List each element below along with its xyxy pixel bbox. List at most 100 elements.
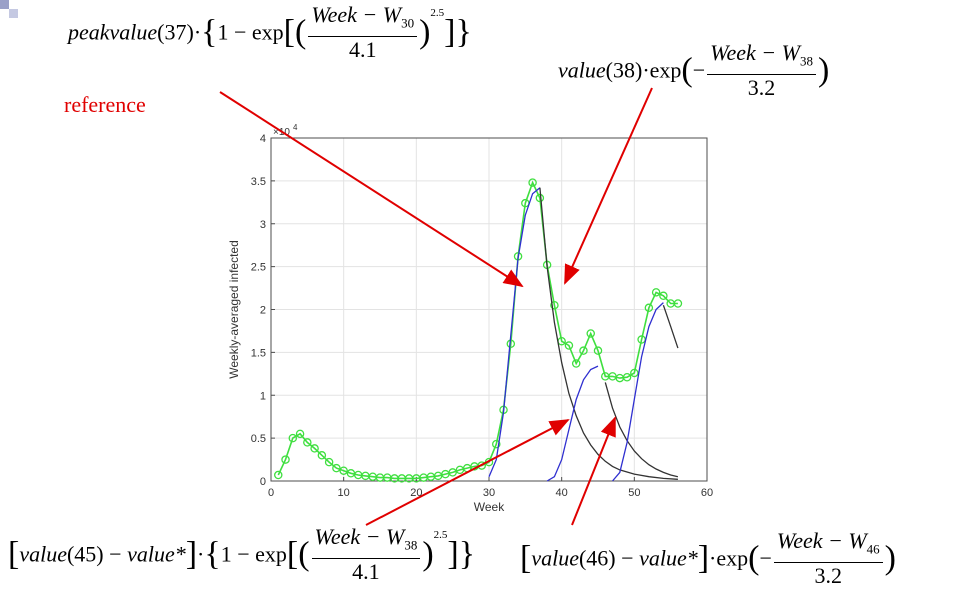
formula-arg-a: (45) [66, 541, 104, 567]
data-point [651, 288, 661, 297]
frac-num-sub: 38 [404, 537, 418, 553]
formula-peak-decay: value(38)·exp(− Week − W38 3.2) [558, 40, 830, 101]
series-fit-rise-5 [612, 302, 664, 482]
data-point [630, 368, 639, 378]
frac-den: 4.1 [348, 37, 377, 63]
data-point [644, 303, 654, 313]
formula-second-decay: [value(46) − value*]·exp(− Week − W46 3.2) [520, 528, 896, 589]
formula-exp: exp [649, 57, 682, 83]
y-tick-label: 2.5 [251, 262, 266, 274]
formula-exponent: 2.5 [433, 529, 448, 542]
data-point [477, 461, 486, 470]
arrow-to-second-decay [571, 416, 616, 526]
formula-fraction: Week − W38 4.1 [311, 524, 421, 585]
y-tick-label: 0 [260, 476, 266, 488]
frac-num-w: − W [828, 528, 867, 553]
arrow-to-first-decay [564, 87, 653, 285]
formula-fn-a: value [19, 541, 67, 567]
formula-dot: · [709, 545, 717, 571]
data-point [317, 451, 327, 460]
formula-fraction: Week − W46 3.2 [773, 528, 883, 589]
y-exponent-power: 4 [293, 123, 298, 132]
x-tick-label: 0 [268, 487, 274, 499]
x-tick-label: 60 [701, 487, 713, 499]
reference-label: reference [64, 92, 146, 117]
formula-fraction: Week − W30 4.1 [308, 2, 418, 63]
frac-num-week: Week [314, 524, 361, 549]
data-point [324, 457, 334, 467]
frac-num-w: − W [362, 2, 402, 27]
formula-exponent: 2.5 [430, 7, 445, 20]
frac-num-week: Week [710, 40, 756, 65]
y-tick-label: 2 [260, 305, 266, 317]
formula-dot: · [197, 541, 205, 567]
formula-minus: − [103, 541, 128, 567]
formula-exp: exp [716, 545, 749, 571]
formula-minus: − [615, 545, 640, 571]
frac-num-sub: 38 [799, 53, 813, 69]
data-point [281, 455, 290, 464]
data-point [564, 341, 574, 350]
data-point [528, 178, 537, 187]
y-tick-label: 1.5 [251, 347, 266, 359]
y-tick-label: 3 [260, 219, 266, 231]
frac-num-week: Week [311, 2, 357, 27]
frac-num-w: − W [365, 524, 405, 549]
formula-dot: · [642, 57, 650, 83]
formula-arg: (37) [157, 19, 194, 45]
frac-den: 3.2 [814, 563, 843, 589]
data-point [339, 466, 348, 475]
formula-fn-a: value [531, 545, 579, 571]
data-point [571, 359, 581, 368]
formula-fn: value [558, 57, 606, 83]
y-tick-label: 3.5 [251, 176, 266, 188]
formula-one-minus-exp: 1 − exp [220, 541, 287, 567]
data-point [673, 299, 683, 308]
data-point [310, 444, 319, 453]
data-point [579, 346, 588, 355]
data-point [295, 429, 305, 439]
formula-fn-b: value* [127, 541, 186, 567]
formula-fn-b: value* [639, 545, 698, 571]
y-tick-label: 0.5 [251, 433, 266, 445]
x-tick-label: 50 [628, 487, 640, 499]
formula-one-minus-exp: 1 − exp [217, 19, 284, 45]
slide-corner-decoration [0, 0, 18, 18]
formula-arg: (38) [605, 57, 643, 83]
frac-num-week: Week [776, 528, 823, 553]
data-point [659, 291, 668, 301]
formula-neg: − [692, 57, 706, 83]
data-point [492, 439, 501, 449]
x-tick-label: 40 [556, 487, 568, 499]
frac-num-sub: 46 [866, 541, 880, 557]
x-axis-label: Week [474, 500, 505, 514]
arrow-to-second-rise [365, 419, 570, 526]
formula-fn: peakvalue [68, 19, 158, 45]
formula-second-rise: [value(45) − value*]·{1 − exp[(Week − W3… [8, 524, 476, 585]
data-point [448, 468, 457, 477]
x-tick-label: 20 [410, 487, 422, 499]
x-tick-label: 30 [483, 487, 495, 499]
series-fit-rise-1 [488, 187, 541, 477]
data-point [593, 346, 603, 355]
x-tick-label: 10 [338, 487, 350, 499]
frac-den: 4.1 [352, 559, 380, 585]
formula-arg-a: (46) [578, 545, 616, 571]
series-fit-decay-2 [539, 187, 678, 480]
data-point [332, 463, 341, 473]
data-point [288, 433, 298, 443]
formula-peak-rise: peakvalue(37)·{1 − exp[(Week − W30 4.1)2.… [68, 2, 472, 63]
data-point [586, 329, 595, 338]
arrow-to-first-rise [219, 91, 524, 288]
series-fit-decay-6 [662, 304, 679, 349]
y-axis-label: Weekly-averaged infected [227, 240, 241, 379]
data-point [274, 470, 283, 480]
y-tick-label: 1 [260, 390, 266, 402]
series-fit-decay-4 [604, 382, 679, 478]
y-tick-label: 4 [260, 133, 266, 145]
frac-num-sub: 30 [401, 15, 415, 31]
formula-dot: · [193, 19, 202, 45]
series-fit-rise-3 [546, 365, 599, 482]
data-point [622, 372, 632, 382]
